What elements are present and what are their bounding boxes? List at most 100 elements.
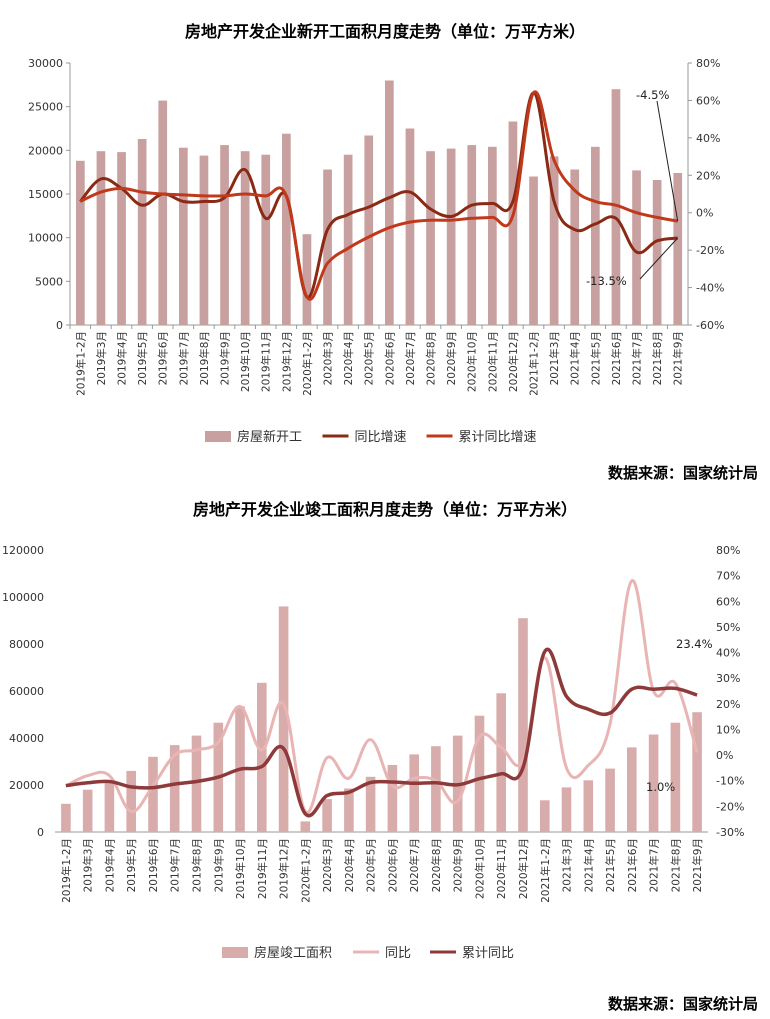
chart1-bar bbox=[137, 139, 147, 325]
chart1-bar bbox=[261, 154, 271, 325]
chart2-bar bbox=[540, 800, 550, 832]
chart2-bar bbox=[104, 783, 115, 832]
chart1-x-tick-label: 2020年11月 bbox=[486, 331, 499, 392]
chart2-x-tick-label: 2019年5月 bbox=[125, 838, 138, 892]
chart2-x-tick-label: 2019年6月 bbox=[147, 838, 160, 892]
chart2-annotation-label: 1.0% bbox=[646, 780, 675, 794]
chart1-x-tick-label: 2020年6月 bbox=[383, 331, 396, 385]
chart1-bar bbox=[405, 128, 415, 325]
chart2-x-tick-label: 2019年12月 bbox=[278, 838, 291, 899]
chart2-bar bbox=[627, 747, 637, 832]
chart2-x-tick-label: 2021年1-2月 bbox=[539, 838, 552, 903]
chart2-y-left-tick: 120000 bbox=[2, 544, 44, 557]
chart2-legend-swatch bbox=[222, 947, 248, 958]
chart1-bar bbox=[96, 151, 106, 325]
chart2-x-tick-label: 2021年5月 bbox=[604, 838, 617, 892]
chart2-y-left-tick: 0 bbox=[37, 826, 44, 839]
chart1-x-tick-label: 2021年9月 bbox=[672, 331, 685, 385]
chart1-y-right-tick: 60% bbox=[696, 94, 720, 107]
chart2-x-tick-label: 2021年8月 bbox=[669, 838, 682, 892]
chart1-x-tick-label: 2021年3月 bbox=[548, 331, 561, 385]
chart2-x-tick-label: 2019年4月 bbox=[103, 838, 116, 892]
chart2-x-tick-label: 2020年9月 bbox=[452, 838, 465, 892]
chart2-x-tick-label: 2021年7月 bbox=[648, 838, 661, 892]
chart2-bar bbox=[300, 821, 311, 832]
chart1-bar bbox=[302, 234, 312, 325]
chart1-legend-swatch bbox=[205, 431, 231, 442]
chart1-y-right-tick: 80% bbox=[696, 57, 720, 70]
chart2-x-tick-label: 2020年10月 bbox=[473, 838, 486, 899]
chart1-bar bbox=[323, 169, 332, 325]
chart1-bar bbox=[529, 176, 538, 325]
chart1-bar bbox=[426, 151, 435, 325]
chart1-line-0 bbox=[79, 91, 678, 299]
chart2-x-tick-label: 2020年1-2月 bbox=[299, 838, 312, 903]
chart1-y-left-tick: 0 bbox=[56, 319, 63, 332]
chart1-bar bbox=[570, 169, 580, 325]
chart2-bar bbox=[322, 799, 332, 832]
chart2-bar bbox=[474, 715, 485, 832]
chart2-bar bbox=[169, 745, 180, 832]
chart2-y-left-tick: 20000 bbox=[9, 779, 44, 792]
chart1-bar bbox=[343, 154, 353, 325]
chart2-x-tick-label: 2020年7月 bbox=[408, 838, 421, 892]
chart2-y-right-tick: 50% bbox=[716, 621, 740, 634]
chart1-y-right-tick: 0% bbox=[696, 207, 713, 220]
chart1-bar bbox=[76, 160, 85, 325]
chart2-y-right-tick: -10% bbox=[716, 775, 744, 788]
chart1-y-left-tick: 10000 bbox=[28, 232, 63, 245]
chart1-y-right-tick: -40% bbox=[696, 282, 724, 295]
chart1-y-right-tick: -60% bbox=[696, 319, 724, 332]
chart1-bar bbox=[591, 146, 600, 325]
chart1-y-left-tick: 15000 bbox=[28, 188, 63, 201]
chart2-y-left-tick: 80000 bbox=[9, 638, 44, 651]
chart2-x-tick-label: 2021年9月 bbox=[691, 838, 704, 892]
chart2-y-right-tick: 80% bbox=[716, 544, 740, 557]
chart1-x-tick-label: 2019年5月 bbox=[136, 331, 149, 385]
chart1-bar bbox=[673, 173, 683, 325]
chart1-x-tick-label: 2020年5月 bbox=[363, 331, 376, 385]
chart1-svg: 0 5000 10000 15000 20000 25000 30000 -60% -40% -2… bbox=[28, 57, 724, 445]
chart2-bar bbox=[365, 776, 376, 832]
chart2-source: 数据来源：国家统计局 bbox=[607, 995, 758, 1013]
chart1-y-left-tick: 20000 bbox=[28, 144, 63, 157]
chart1-y-left-tick: 30000 bbox=[28, 57, 63, 70]
chart1-x-tick-label: 2019年12月 bbox=[280, 331, 293, 392]
chart1-x-tick-label: 2019年7月 bbox=[177, 331, 190, 385]
chart2-y-right-tick: 10% bbox=[716, 723, 740, 736]
chart2-bar bbox=[518, 618, 528, 832]
chart2-x-tick-label: 2020年8月 bbox=[430, 838, 443, 892]
chart1-x-tick-label: 2020年7月 bbox=[404, 331, 417, 385]
chart1-annotation-leader bbox=[656, 100, 679, 222]
chart1-bar bbox=[220, 145, 229, 325]
chart1-annotation-label: -13.5% bbox=[586, 274, 627, 288]
chart2-bar bbox=[344, 788, 354, 832]
chart1-annotation-leader bbox=[639, 237, 679, 280]
chart1-x-tick-label: 2019年6月 bbox=[157, 331, 170, 385]
chart2-bar bbox=[583, 780, 594, 832]
chart2-bar bbox=[278, 606, 289, 832]
chart1-x-tick-label: 2020年3月 bbox=[322, 331, 335, 385]
chart1-bar bbox=[467, 145, 477, 325]
chart1-line-1 bbox=[79, 90, 678, 301]
chart1-x-tick-label: 2019年11月 bbox=[260, 331, 273, 392]
chart2-y-right-tick: 20% bbox=[716, 698, 740, 711]
chart2-y-left-tick: 40000 bbox=[9, 732, 44, 745]
chart2-x-tick-label: 2019年9月 bbox=[212, 838, 225, 892]
chart2-x-tick-label: 2020年12月 bbox=[517, 838, 530, 899]
chart1-x-tick-label: 2021年8月 bbox=[651, 331, 664, 385]
chart1-bar bbox=[240, 151, 250, 325]
chart2-x-tick-label: 2019年1-2月 bbox=[60, 838, 73, 903]
chart1-x-tick-label: 2019年4月 bbox=[116, 331, 129, 385]
chart2-bar bbox=[191, 735, 202, 832]
chart2-y-right-tick: 70% bbox=[716, 570, 740, 583]
chart1-legend-label: 累计同比增速 bbox=[459, 430, 537, 445]
chart2-x-tick-label: 2021年3月 bbox=[561, 838, 574, 892]
chart2-y-right-tick: 40% bbox=[716, 647, 740, 660]
chart1-y-left-tick: 5000 bbox=[35, 275, 63, 288]
chart1-y-right-tick: -20% bbox=[696, 244, 724, 257]
chart2-y-right-tick: 60% bbox=[716, 595, 740, 608]
chart2-title: 房地产开发企业竣工面积月度走势（单位：万平方米） bbox=[192, 500, 577, 519]
chart2-bar bbox=[126, 770, 136, 832]
chart2-y-right-tick: 30% bbox=[716, 672, 740, 685]
